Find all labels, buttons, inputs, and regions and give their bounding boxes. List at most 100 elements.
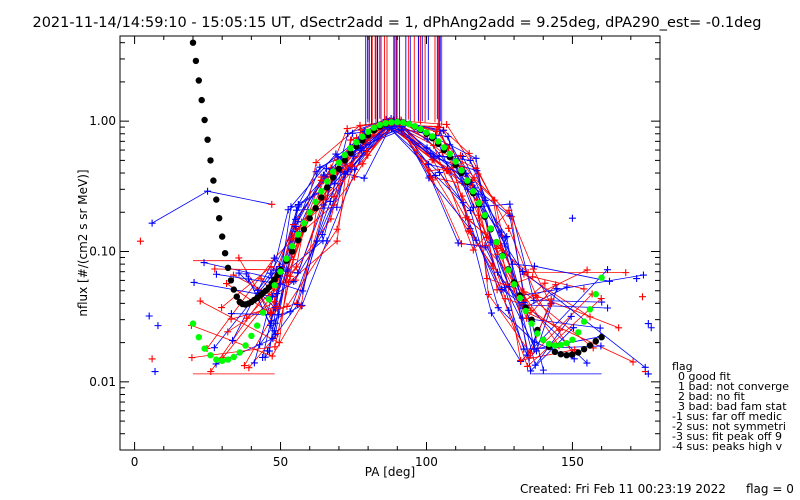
data-marker [529, 265, 537, 273]
data-marker [457, 240, 465, 248]
black-curve-point [575, 349, 582, 356]
data-marker [287, 203, 295, 211]
green-curve-point [429, 133, 436, 140]
data-marker [270, 327, 278, 335]
data-marker [294, 301, 302, 309]
green-curve-point [505, 266, 512, 274]
green-curve-point [376, 121, 383, 129]
green-curve-point [283, 255, 290, 262]
legend-entry: 2 bad: no fit [678, 390, 746, 403]
data-marker [235, 254, 243, 262]
green-curve-point [534, 330, 541, 337]
data-marker [330, 201, 338, 209]
data-marker [465, 149, 473, 157]
flag-legend: flag 0 good fit 1 bad: not converge 2 ba… [672, 360, 789, 453]
data-marker [190, 278, 198, 286]
green-curve-point [265, 296, 273, 303]
data-marker [483, 275, 491, 283]
data-marker [580, 285, 588, 293]
data-marker [245, 364, 253, 372]
green-curve-point [423, 129, 430, 136]
data-marker [364, 151, 372, 159]
legend-entry: -2 sus: not symmetri [672, 420, 786, 433]
green-curve-point [545, 340, 553, 348]
flag-status: flag = 0 [746, 482, 794, 496]
green-curve-point [575, 329, 582, 336]
data-marker [465, 215, 473, 223]
data-marker [541, 279, 549, 287]
data-marker [285, 236, 293, 244]
green-curve-point [335, 159, 343, 166]
data-marker [240, 362, 248, 370]
data-marker [346, 136, 354, 144]
data-marker [267, 291, 275, 299]
black-curve-point [341, 157, 348, 164]
y-axis-label: nflux [#/(cm2 s sr MeV)] [76, 169, 90, 316]
data-marker [539, 366, 547, 374]
data-marker [506, 200, 514, 208]
data-marker [196, 297, 204, 305]
black-curve-point [557, 351, 564, 358]
data-marker [294, 269, 302, 277]
green-curve-point [201, 345, 208, 352]
data-marker [481, 243, 489, 251]
green-curve-point [353, 139, 360, 146]
data-marker [292, 215, 300, 223]
data-marker [472, 154, 480, 162]
data-marker [481, 196, 489, 204]
data-marker [270, 254, 278, 262]
black-curve-point [224, 264, 232, 271]
green-curve-point [300, 219, 308, 227]
data-marker [145, 312, 153, 320]
data-marker [254, 286, 262, 294]
data-marker [283, 302, 291, 310]
data-marker [425, 174, 433, 182]
black-curve-point [198, 96, 205, 104]
green-curve-point [394, 118, 401, 126]
data-marker [357, 144, 365, 152]
data-marker [268, 352, 276, 360]
data-marker [298, 301, 306, 309]
data-marker [444, 133, 452, 141]
green-curve-point [405, 120, 413, 128]
data-marker [320, 201, 328, 209]
data-marker [151, 368, 159, 376]
data-marker [457, 151, 465, 159]
green-curve-point [481, 212, 489, 219]
data-marker [491, 196, 499, 204]
green-curve-point [324, 178, 331, 185]
data-marker [505, 306, 513, 314]
data-marker [292, 222, 300, 230]
data-marker [519, 268, 527, 276]
data-marker [563, 283, 571, 291]
black-curve-point [204, 136, 211, 143]
green-curve-point [277, 268, 284, 275]
data-marker [267, 263, 275, 271]
green-curve-point [528, 320, 535, 327]
fit-line [262, 128, 572, 367]
black-curve-point [227, 277, 235, 284]
black-curve-point [312, 205, 319, 212]
data-marker [462, 214, 470, 222]
data-marker [333, 225, 341, 233]
fit-line [232, 127, 602, 341]
green-curve-point [446, 150, 453, 158]
data-marker [501, 234, 509, 242]
black-curve-point [189, 39, 197, 46]
data-marker [212, 270, 220, 278]
data-marker [268, 200, 276, 208]
data-marker [596, 324, 604, 332]
data-marker [615, 324, 623, 332]
data-marker [224, 328, 232, 336]
data-marker [362, 147, 370, 155]
data-marker [263, 347, 271, 355]
data-marker [289, 256, 297, 264]
black-curve-point [207, 157, 214, 164]
data-marker [470, 174, 478, 182]
data-marker [622, 269, 630, 277]
black-curve-point [329, 174, 337, 181]
data-marker [586, 313, 594, 321]
data-marker [597, 295, 605, 303]
data-marker [530, 262, 538, 270]
green-curve-point [417, 125, 424, 133]
